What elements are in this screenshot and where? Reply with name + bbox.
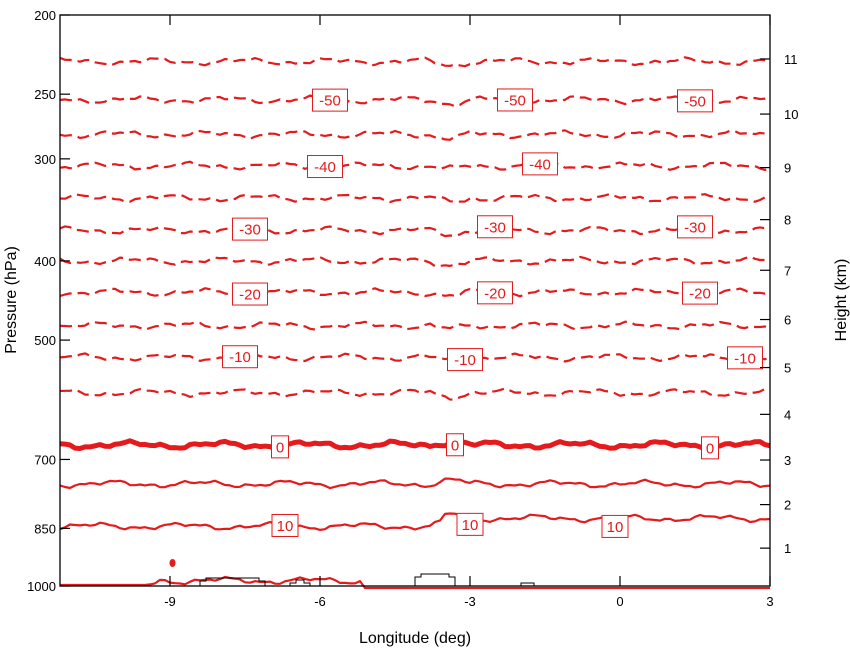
contour-label: -50 <box>684 93 706 110</box>
y-tick-label: 200 <box>34 8 56 23</box>
contour-label: -10 <box>454 352 476 369</box>
x-tick-label: 0 <box>616 594 623 609</box>
terrain-segment <box>199 577 266 586</box>
x-tick-label: 3 <box>766 594 773 609</box>
y2-tick-label: 3 <box>784 453 791 468</box>
y2-tick-label: 5 <box>784 361 791 376</box>
contour-label: -10 <box>229 349 251 366</box>
contour-label-box <box>232 282 268 306</box>
contour-label-box <box>522 152 558 176</box>
y-tick-label: 300 <box>34 152 56 167</box>
contour-line-minus-40 <box>59 160 771 171</box>
contour-line-0 <box>59 438 771 452</box>
y-tick-label: 500 <box>34 333 56 348</box>
contour-label-box <box>477 215 513 239</box>
y-tick-label: 1000 <box>27 579 56 594</box>
y2-tick-label: 2 <box>784 498 791 513</box>
y-axis-title: Pressure (hPa) <box>3 246 20 354</box>
y2-tick-label: 8 <box>784 213 791 228</box>
contour-label-box <box>232 217 268 241</box>
y-tick-label: 250 <box>34 87 56 102</box>
contour-label-box <box>601 514 629 538</box>
contour-lines <box>59 56 771 590</box>
contour-label-box <box>727 346 763 370</box>
y2-tick-label: 1 <box>784 541 791 556</box>
contour-line-minus-5 <box>59 387 771 401</box>
terrain-segment <box>289 579 311 586</box>
contour-label-box <box>701 436 719 460</box>
contour-label: -20 <box>239 287 261 304</box>
plot-frame <box>59 14 771 587</box>
y2-tick-label: 4 <box>784 407 791 422</box>
contour-label: 10 <box>462 517 479 534</box>
contour-line-minus-10 <box>59 352 771 364</box>
y-tick-label: 700 <box>34 452 56 467</box>
y2-tick-label: 7 <box>784 263 791 278</box>
y2-tick-label: 10 <box>784 107 798 122</box>
y2-axis-title: Height (km) <box>833 259 850 342</box>
contour-label-box <box>682 281 718 305</box>
axes: -9 -6 -3 0 320025030040050070085010001234567… <box>27 8 798 609</box>
contour-line-minus-55 <box>59 56 771 68</box>
contour-label: -40 <box>529 156 551 173</box>
contour-labels: -50 -50 -50 -40 -40 -30 -30 -30 -20 -20 -20 -10 -10 -… <box>222 88 763 538</box>
contour-label: 0 <box>276 439 284 456</box>
contour-label-box <box>447 348 483 372</box>
contour-line-minus-25 <box>59 255 771 268</box>
y2-tick-label: 11 <box>784 52 798 67</box>
contour-label: 0 <box>451 437 459 454</box>
x-tick-label: -6 <box>314 594 326 609</box>
contour-label: -10 <box>734 350 756 367</box>
contour-label-box <box>271 435 289 459</box>
contour-label-box <box>677 89 713 113</box>
y2-tick-label: 6 <box>784 313 791 328</box>
contour-line-minus-15 <box>59 320 771 331</box>
x-axis-title: Longitude (deg) <box>359 630 471 647</box>
y-tick-label: 850 <box>34 521 56 536</box>
contour-label: 10 <box>607 519 624 536</box>
contour-label-box <box>271 514 299 538</box>
contour-label-box <box>312 88 348 112</box>
x-tick-label: -9 <box>164 594 176 609</box>
contour-line-5 <box>59 477 771 490</box>
contour-label-box <box>497 88 533 112</box>
contour-label: 0 <box>706 440 714 457</box>
contour-label: -50 <box>319 93 341 110</box>
contour-label-box <box>222 345 258 369</box>
contour-label: -30 <box>239 222 261 239</box>
contour-label: -20 <box>484 285 506 302</box>
contour-label-box <box>677 215 713 239</box>
contour-label-box <box>477 281 513 305</box>
contour-line-minus-20 <box>59 287 771 298</box>
contour-line-minus-45 <box>59 129 771 141</box>
x-tick-label: -3 <box>464 594 476 609</box>
contour-line-minus-35 <box>59 192 771 204</box>
contour-line-minus-30 <box>59 225 771 238</box>
y-tick-label: 400 <box>34 254 56 269</box>
contour-label: 10 <box>277 518 294 535</box>
contour-label: -20 <box>689 286 711 303</box>
contour-label-box <box>446 433 464 457</box>
contour-label-box <box>307 155 343 179</box>
y2-tick-label: 9 <box>784 161 791 176</box>
terrain-segment <box>414 573 456 586</box>
contour-line-minus-50 <box>59 94 771 108</box>
contour-label: -30 <box>684 219 706 236</box>
contour-label: -40 <box>314 159 336 176</box>
contour-label: -50 <box>504 92 526 109</box>
contour-closed-blob <box>169 559 176 567</box>
contour-label-box <box>456 512 484 536</box>
terrain-outline <box>169 559 540 587</box>
contour-label: -30 <box>484 219 506 236</box>
contour-line-15 <box>60 575 770 590</box>
contour-line-10 <box>59 512 771 531</box>
